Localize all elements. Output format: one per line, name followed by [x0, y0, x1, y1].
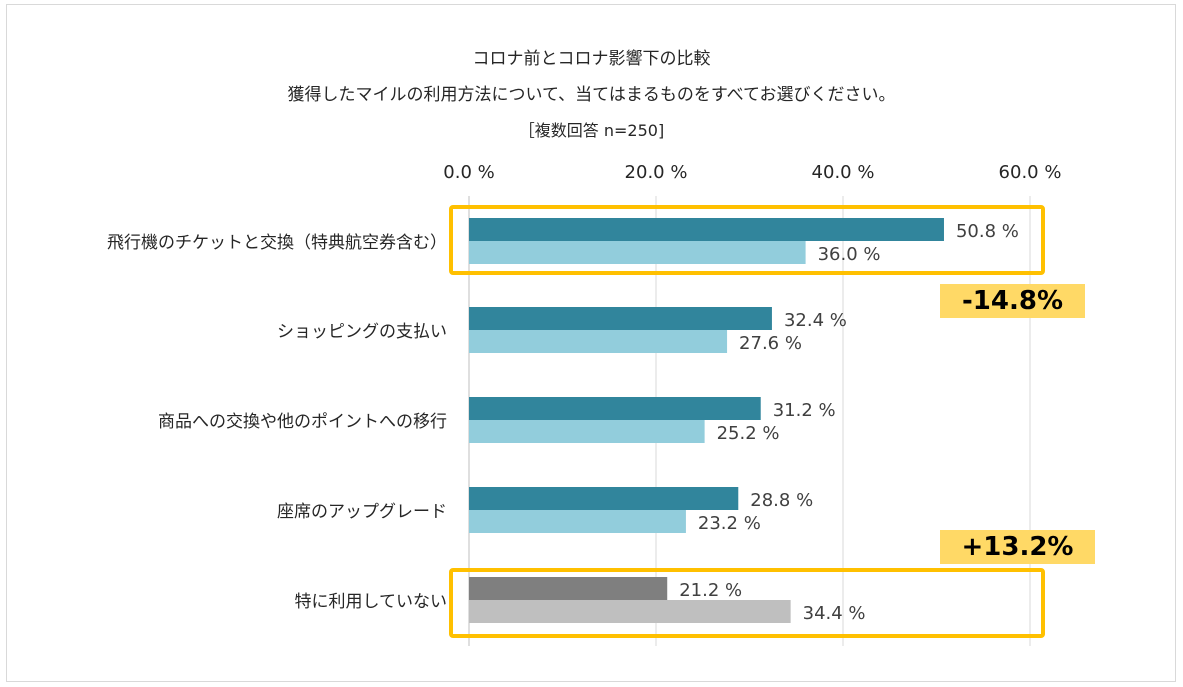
data-label: 28.8 %	[750, 490, 813, 511]
data-label: 32.4 %	[784, 310, 847, 331]
x-tick-label: 20.0 %	[625, 162, 688, 183]
bar-series1	[469, 307, 772, 330]
bar-series2	[469, 241, 806, 264]
data-label: 21.2 %	[679, 580, 742, 601]
chart-note: ［複数回答 n=250]	[518, 121, 665, 140]
data-label: 36.0 %	[818, 244, 881, 265]
data-label: 34.4 %	[803, 603, 866, 624]
category-label: 商品への交換や他のポイントへの移行	[158, 412, 447, 432]
x-tick-label: 40.0 %	[812, 162, 875, 183]
annotation-badge-decrease: -14.8%	[940, 284, 1085, 318]
bar-series2	[469, 600, 791, 623]
category-label: 特に利用していない	[295, 592, 448, 612]
bar-series1	[469, 577, 668, 600]
bar-series2	[469, 420, 705, 443]
chart-title: コロナ前とコロナ影響下の比較	[472, 49, 711, 69]
bar-series1	[469, 218, 944, 241]
data-label: 31.2 %	[773, 400, 836, 421]
category-label: 座席のアップグレード	[277, 502, 447, 522]
bar-series1	[469, 487, 739, 510]
data-label: 50.8 %	[956, 221, 1019, 242]
data-label: 23.2 %	[698, 513, 761, 534]
data-label: 27.6 %	[739, 333, 802, 354]
x-tick-label: 0.0 %	[443, 162, 494, 183]
category-label: 飛行機のチケットと交換（特典航空券含む）	[107, 233, 447, 253]
bar-series2	[469, 330, 728, 353]
bar-series2	[469, 510, 686, 533]
chart-subtitle: 獲得したマイルの利用方法について、当てはまるものをすべてお選びください。	[287, 85, 896, 105]
bar-series1	[469, 397, 761, 420]
highlight-box-1	[449, 568, 1045, 638]
data-label: 25.2 %	[717, 423, 780, 444]
annotation-badge-increase: +13.2%	[940, 530, 1095, 564]
x-tick-label: 60.0 %	[999, 162, 1062, 183]
highlight-box-0	[449, 205, 1045, 275]
category-label: ショッピングの支払い	[277, 322, 447, 342]
